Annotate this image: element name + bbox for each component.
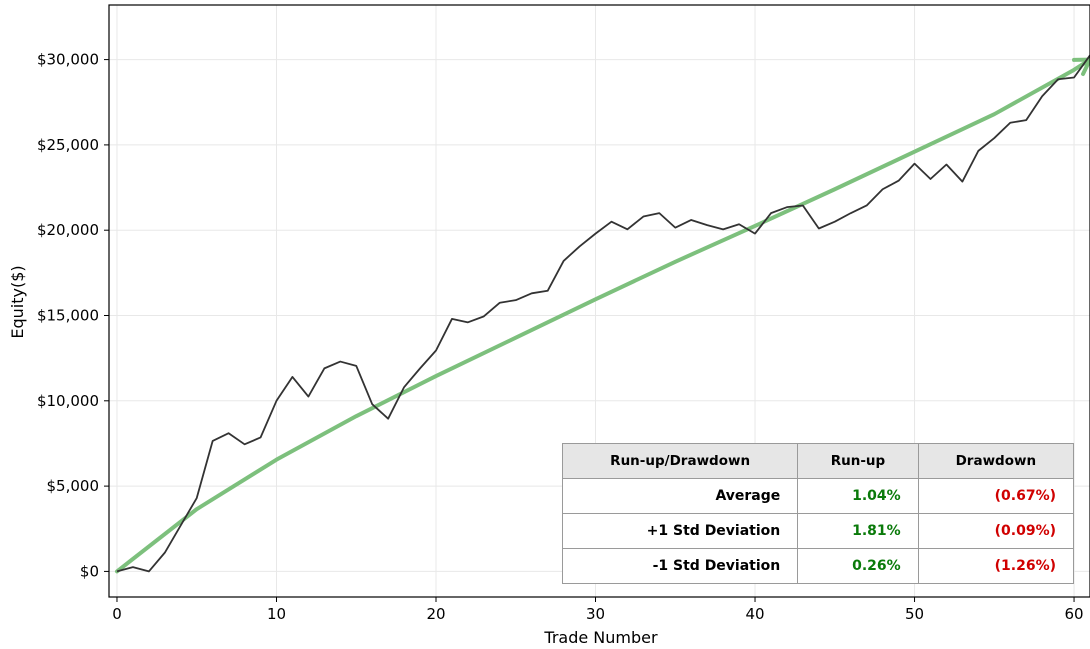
runup-value: 1.81% — [797, 513, 919, 549]
trend-curve — [114, 57, 1090, 574]
y-tick-label: $20,000 — [37, 221, 99, 239]
row-label: -1 Std Deviation — [561, 548, 799, 584]
runup-value: 0.26% — [797, 548, 919, 584]
row-label: Average — [561, 478, 799, 514]
table-row: Average 1.04% (0.67%) — [561, 478, 1075, 514]
x-tick-label: 40 — [745, 605, 764, 623]
y-tick-label: $10,000 — [37, 392, 99, 410]
header-runup-drawdown: Run-up/Drawdown — [561, 443, 799, 479]
equity-line — [116, 54, 1090, 573]
drawdown-value: (0.67%) — [917, 478, 1075, 514]
runup-drawdown-table: Run-up/Drawdown Run-up Drawdown Average … — [561, 443, 1075, 584]
x-tick-label: 10 — [267, 605, 286, 623]
y-tick-label: $5,000 — [47, 477, 100, 495]
drawdown-value: (0.09%) — [917, 513, 1075, 549]
table-row: -1 Std Deviation 0.26% (1.26%) — [561, 548, 1075, 584]
x-tick-label: 30 — [586, 605, 605, 623]
series-layer — [114, 54, 1090, 574]
x-tick-label: 50 — [905, 605, 924, 623]
header-drawdown: Drawdown — [917, 443, 1075, 479]
y-tick-label: $30,000 — [37, 51, 99, 69]
x-axis-label: Trade Number — [543, 628, 658, 647]
trend-arrowhead — [1072, 57, 1090, 76]
table-row: +1 Std Deviation 1.81% (0.09%) — [561, 513, 1075, 549]
y-axis-label: Equity($) — [8, 265, 27, 338]
header-runup: Run-up — [797, 443, 919, 479]
x-tick-label: 20 — [426, 605, 445, 623]
plot-frame — [108, 4, 1090, 598]
x-tick-label: 0 — [112, 605, 122, 623]
drawdown-value: (1.26%) — [917, 548, 1075, 584]
table-header-row: Run-up/Drawdown Run-up Drawdown — [561, 443, 1075, 479]
y-tick-label: $15,000 — [37, 307, 99, 325]
y-tick-label: $0 — [80, 562, 99, 580]
runup-value: 1.04% — [797, 478, 919, 514]
x-tick-label: 60 — [1065, 605, 1084, 623]
ticks: 0 10 20 30 40 50 60 $0 $5,000 $10,000 $15,000 $20,0… — [37, 51, 1084, 623]
y-tick-label: $25,000 — [37, 136, 99, 154]
row-label: +1 Std Deviation — [561, 513, 799, 549]
